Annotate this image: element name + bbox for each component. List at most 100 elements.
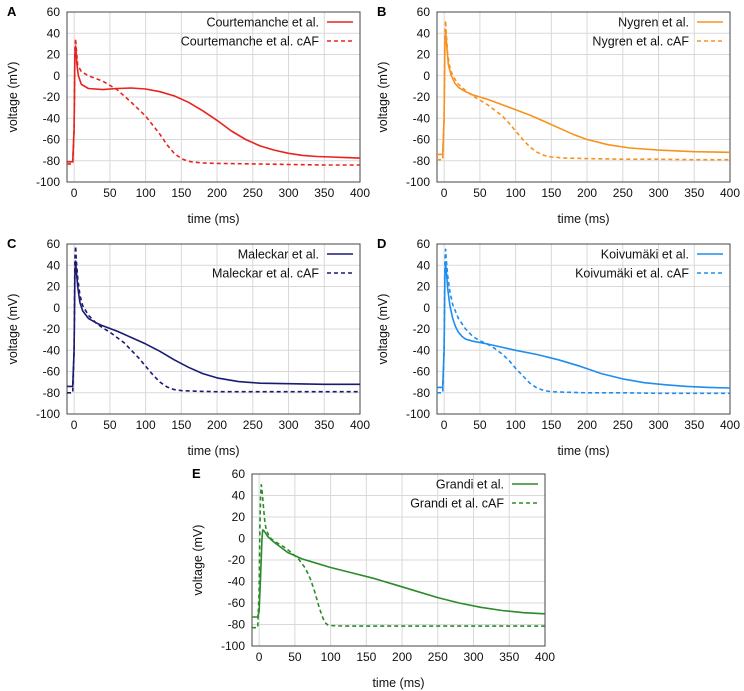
panel-d-ytick-label: 0 <box>423 301 430 315</box>
panel-c-ytick-label: 0 <box>53 301 60 315</box>
panel-c-legend-label: Maleckar et al. cAF <box>212 267 319 281</box>
panel-e-xtick-label: 250 <box>428 650 448 664</box>
panel-c-plot-area <box>66 243 361 415</box>
panel-a-label: A <box>7 4 17 19</box>
panel-a-legend-label: Courtemanche et al. <box>206 16 319 30</box>
panel-d-xtick-label: 50 <box>473 418 487 432</box>
panel-e-xtick-label: 50 <box>288 650 302 664</box>
panel-e-label: E <box>192 466 201 481</box>
panel-e-xtick-label: 0 <box>256 650 263 664</box>
panel-c-ytick-label: -100 <box>36 407 60 421</box>
panel-d-ytick-label: -100 <box>406 407 430 421</box>
panel-b-xtick-label: 50 <box>473 186 487 200</box>
panel-d-ytick-label: 20 <box>417 280 431 294</box>
panel-a-xtick-label: 100 <box>136 186 156 200</box>
panel-c-label: C <box>7 236 17 251</box>
panel-b-xtick-label: 100 <box>506 186 526 200</box>
panel-d-label: D <box>377 236 386 251</box>
panel-c-ytick-label: -80 <box>43 386 61 400</box>
panel-d-xtick-label: 300 <box>649 418 669 432</box>
panel-a-ytick-label: 60 <box>47 5 61 19</box>
panel-e-ytick-label: 40 <box>232 489 246 503</box>
panel-d-ytick-label: -20 <box>413 322 431 336</box>
panel-b-ytick-label: 20 <box>417 48 431 62</box>
panel-e-ytick-label: -60 <box>228 596 246 610</box>
panel-a-xlabel: time (ms) <box>187 212 239 226</box>
panel-c-series-caf <box>67 245 360 394</box>
panel-a-ytick-label: -60 <box>43 133 61 147</box>
panel-e-xtick-label: 400 <box>535 650 555 664</box>
panel-d-ytick-label: -80 <box>413 386 431 400</box>
panel-a-ytick-label: 0 <box>53 69 60 83</box>
panel-c-ytick-label: -40 <box>43 343 61 357</box>
panel-c-xtick-label: 150 <box>171 418 191 432</box>
panel-a-plot-area <box>66 11 361 183</box>
panel-e-xtick-label: 150 <box>356 650 376 664</box>
panel-b-ytick-label: -80 <box>413 154 431 168</box>
panel-b-ytick-label: -60 <box>413 133 431 147</box>
panel-c-xtick-label: 250 <box>243 418 263 432</box>
panel-e-ytick-label: -20 <box>228 553 246 567</box>
panel-a-ytick-label: 40 <box>47 26 61 40</box>
panel-b-series-caf <box>437 19 730 161</box>
panel-c-xtick-label: 400 <box>350 418 370 432</box>
panel-a-xtick-label: 300 <box>279 186 299 200</box>
panel-b-plot-area <box>436 11 731 183</box>
panel-c-xlabel: time (ms) <box>187 444 239 458</box>
panel-b-xtick-label: 350 <box>684 186 704 200</box>
panel-b-ytick-label: -100 <box>406 175 430 189</box>
panel-c-ytick-label: -60 <box>43 365 61 379</box>
panel-e-ytick-label: 20 <box>232 510 246 524</box>
panel-c-ytick-label: 40 <box>47 258 61 272</box>
panel-b-ytick-label: -40 <box>413 111 431 125</box>
panel-d-ytick-label: -40 <box>413 343 431 357</box>
panel-b-ytick-label: 40 <box>417 26 431 40</box>
panel-d-plot-area <box>436 243 731 415</box>
panel-c-xtick-label: 300 <box>279 418 299 432</box>
panel-d-xtick-label: 350 <box>684 418 704 432</box>
panel-d-xtick-label: 100 <box>506 418 526 432</box>
panel-c-xtick-label: 100 <box>136 418 156 432</box>
panel-e-ytick-label: 60 <box>232 467 246 481</box>
panel-c-xtick-label: 350 <box>314 418 334 432</box>
panel-b-ytick-label: 60 <box>417 5 431 19</box>
panel-a-xtick-label: 200 <box>207 186 227 200</box>
panel-e-ytick-label: 0 <box>238 532 245 546</box>
panel-c-ylabel: voltage (mV) <box>6 294 20 365</box>
panel-d-ytick-label: -60 <box>413 365 431 379</box>
panel-b-legend-label: Nygren et al. <box>618 16 689 30</box>
panel-e-xtick-label: 100 <box>321 650 341 664</box>
panel-a-xtick-label: 350 <box>314 186 334 200</box>
panel-b-xtick-label: 300 <box>649 186 669 200</box>
panel-e-xlabel: time (ms) <box>372 676 424 690</box>
panel-c-xtick-label: 50 <box>103 418 117 432</box>
panel-a-ytick-label: -100 <box>36 175 60 189</box>
panel-b-xtick-label: 250 <box>613 186 633 200</box>
panel-a-ytick-label: -20 <box>43 90 61 104</box>
panel-d-ytick-label: 60 <box>417 237 431 251</box>
panel-c-legend-label: Maleckar et al. <box>238 248 319 262</box>
panel-c-series-baseline <box>67 260 360 388</box>
panel-b-ylabel: voltage (mV) <box>376 62 390 133</box>
panel-e-xtick-label: 200 <box>392 650 412 664</box>
panel-c-xtick-label: 200 <box>207 418 227 432</box>
panel-b-label: B <box>377 4 386 19</box>
panel-b-xtick-label: 0 <box>441 186 448 200</box>
panel-e-plot-area <box>251 473 546 647</box>
panel-d-xlabel: time (ms) <box>557 444 609 458</box>
panel-a-xtick-label: 250 <box>243 186 263 200</box>
panel-b-ytick-label: -20 <box>413 90 431 104</box>
panel-e-ytick-label: -40 <box>228 575 246 589</box>
panel-b-xtick-label: 200 <box>577 186 597 200</box>
panel-a-ytick-label: -40 <box>43 111 61 125</box>
panel-e-xtick-label: 300 <box>464 650 484 664</box>
panel-d-ylabel: voltage (mV) <box>376 294 390 365</box>
panel-a-ytick-label: 20 <box>47 48 61 62</box>
panel-d-xtick-label: 250 <box>613 418 633 432</box>
